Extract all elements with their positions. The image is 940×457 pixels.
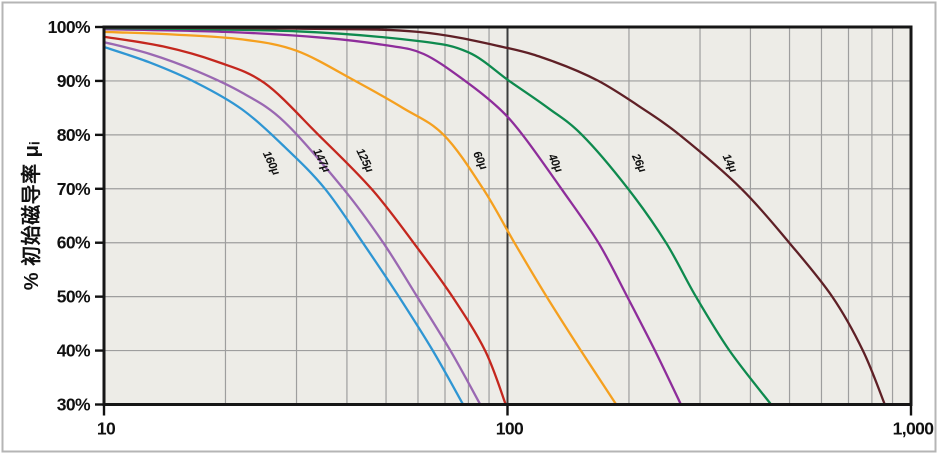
curve-147u <box>103 40 482 406</box>
y-tick-label-70: 70% <box>57 179 91 199</box>
y-tick-label-30: 30% <box>57 395 91 415</box>
x-tick-label-1000: 1,000 <box>893 419 935 439</box>
y-tick-label-40: 40% <box>57 341 91 361</box>
x-tick-label-10: 10 <box>97 419 116 439</box>
y-tick-label-50: 50% <box>57 287 91 307</box>
y-tick-label-60: 60% <box>57 233 91 253</box>
y-tick-label-100: 100% <box>48 17 91 37</box>
x-tick-label-100: 100 <box>496 419 524 439</box>
y-tick-label-90: 90% <box>57 71 91 91</box>
curve-14u <box>103 26 886 406</box>
curve-26u <box>103 26 773 406</box>
curves-group <box>103 26 886 406</box>
y-tick-label-80: 80% <box>57 125 91 145</box>
y-axis-title: % 初始磁导率 μᵢ <box>19 141 43 290</box>
curve-160u <box>103 45 465 406</box>
plot-frame <box>102 25 913 406</box>
curve-125u <box>103 35 507 406</box>
curve-60u <box>103 30 618 406</box>
curve-40u <box>103 28 683 406</box>
